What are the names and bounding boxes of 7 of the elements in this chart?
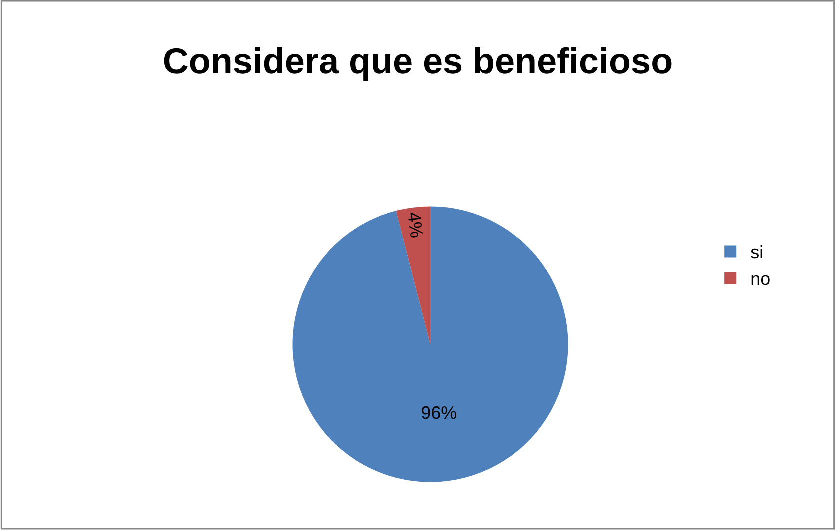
legend-label: no <box>750 269 771 290</box>
legend-label: si <box>750 242 764 263</box>
pie-slice <box>292 206 568 482</box>
data-label: 96% <box>421 402 458 423</box>
chart-title: Considera que es beneficioso <box>162 40 674 82</box>
pie-slice <box>396 206 431 344</box>
data-label: 4% <box>404 211 428 240</box>
